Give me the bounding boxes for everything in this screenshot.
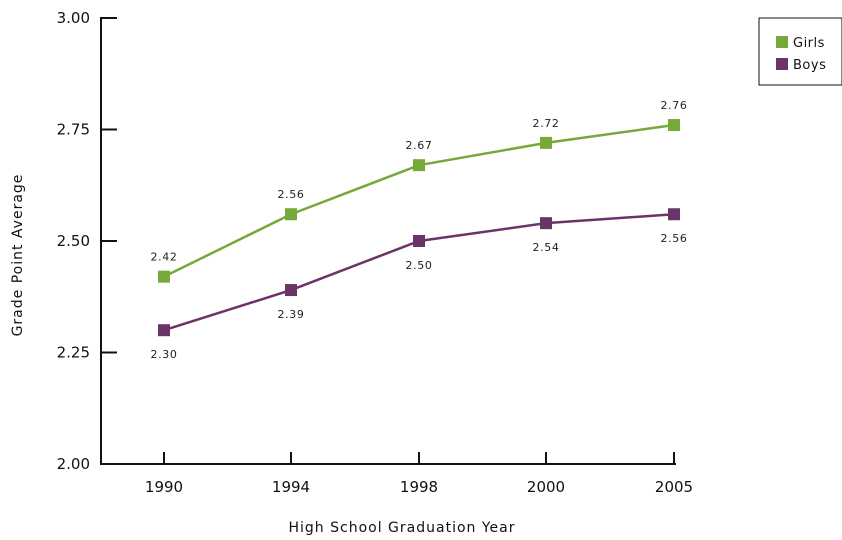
data-label-boys: 2.30 (151, 348, 178, 361)
data-point-girls (158, 270, 170, 283)
data-label-girls: 2.76 (661, 99, 688, 112)
legend-box (758, 17, 842, 86)
x-tick-label: 1994 (272, 478, 310, 496)
data-point-boys (540, 217, 552, 230)
data-point-boys (413, 235, 425, 247)
x-tick-label: 2000 (527, 478, 565, 496)
legend-swatch-boys (776, 58, 788, 70)
legend-label-boys: Boys (793, 58, 826, 73)
legend-label-girls: Girls (793, 36, 825, 51)
y-tick-label: 2.50 (57, 232, 90, 250)
data-label-girls: 2.56 (278, 188, 305, 201)
data-label-boys: 2.50 (406, 259, 433, 272)
data-point-girls (540, 136, 552, 149)
y-axis-title: Grade Point Average (10, 174, 26, 337)
data-point-girls (668, 119, 680, 132)
data-label-boys: 2.56 (661, 232, 688, 245)
data-label-girls: 2.42 (151, 251, 178, 264)
data-point-girls (285, 208, 297, 221)
legend: Girls Boys (758, 17, 842, 86)
x-axis-title: High School Graduation Year (289, 520, 516, 536)
data-label-girls: 2.67 (406, 139, 433, 152)
y-tick-label: 2.00 (57, 455, 90, 473)
x-tick-label: 1990 (145, 478, 183, 496)
y-tick-label: 3.00 (57, 9, 90, 27)
data-label-boys: 2.39 (278, 308, 305, 321)
y-ticks: 2.00 2.25 2.50 2.75 3.00 (57, 9, 117, 473)
data-label-boys: 2.54 (533, 241, 560, 254)
data-point-boys (668, 208, 680, 221)
data-point-boys (158, 324, 170, 337)
y-tick-label: 2.75 (57, 121, 90, 139)
x-tick-label: 1998 (400, 478, 438, 496)
data-point-girls (413, 159, 425, 172)
axes (100, 18, 676, 465)
y-tick-label: 2.25 (57, 344, 90, 362)
series-line-boys (163, 212, 675, 332)
series-layer: 2.42 2.56 2.67 2.72 2.76 2.30 2.39 2.50 2.54 2.56 (151, 99, 688, 361)
legend-swatch-girls (776, 36, 788, 48)
data-point-boys (285, 284, 297, 297)
x-tick-label: 2005 (655, 478, 693, 496)
x-ticks: 1990 1994 1998 2000 2005 (145, 452, 693, 496)
data-label-girls: 2.72 (533, 117, 560, 130)
